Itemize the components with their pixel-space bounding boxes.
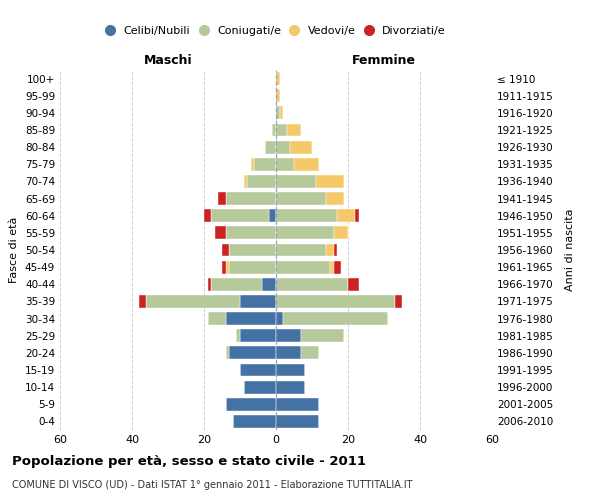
- Bar: [294, 158, 319, 170]
- Text: Maschi: Maschi: [143, 54, 193, 66]
- Bar: [229, 244, 276, 256]
- Bar: [276, 124, 287, 136]
- Bar: [240, 295, 276, 308]
- Bar: [236, 330, 240, 342]
- Bar: [276, 140, 290, 153]
- Bar: [254, 158, 276, 170]
- Bar: [276, 210, 337, 222]
- Legend: Celibi/Nubili, Coniugati/e, Vedovi/e, Divorziati/e: Celibi/Nubili, Coniugati/e, Vedovi/e, Di…: [104, 24, 448, 38]
- Bar: [276, 72, 280, 85]
- Bar: [283, 312, 388, 325]
- Y-axis label: Fasce di età: Fasce di età: [10, 217, 19, 283]
- Bar: [287, 124, 301, 136]
- Bar: [276, 380, 305, 394]
- Bar: [330, 260, 334, 274]
- Bar: [316, 175, 344, 188]
- Bar: [244, 175, 247, 188]
- Bar: [276, 90, 280, 102]
- Bar: [280, 106, 283, 120]
- Bar: [276, 330, 301, 342]
- Bar: [276, 226, 334, 239]
- Bar: [247, 175, 276, 188]
- Bar: [276, 278, 348, 290]
- Bar: [348, 278, 359, 290]
- Bar: [251, 158, 254, 170]
- Bar: [139, 295, 146, 308]
- Bar: [276, 398, 319, 410]
- Bar: [269, 210, 276, 222]
- Text: Popolazione per età, sesso e stato civile - 2011: Popolazione per età, sesso e stato civil…: [12, 455, 366, 468]
- Bar: [276, 106, 280, 120]
- Bar: [240, 364, 276, 376]
- Bar: [334, 244, 337, 256]
- Bar: [244, 380, 276, 394]
- Bar: [226, 346, 229, 360]
- Bar: [355, 210, 359, 222]
- Bar: [233, 415, 276, 428]
- Bar: [226, 260, 229, 274]
- Bar: [326, 244, 334, 256]
- Bar: [326, 192, 344, 205]
- Bar: [218, 192, 226, 205]
- Bar: [265, 140, 276, 153]
- Bar: [276, 158, 294, 170]
- Bar: [262, 278, 276, 290]
- Bar: [215, 226, 226, 239]
- Bar: [334, 260, 341, 274]
- Bar: [226, 192, 276, 205]
- Bar: [226, 398, 276, 410]
- Bar: [276, 244, 326, 256]
- Bar: [146, 295, 240, 308]
- Bar: [276, 415, 319, 428]
- Bar: [229, 346, 276, 360]
- Bar: [229, 260, 276, 274]
- Bar: [334, 226, 348, 239]
- Bar: [301, 346, 319, 360]
- Bar: [276, 364, 305, 376]
- Bar: [240, 330, 276, 342]
- Bar: [208, 312, 226, 325]
- Text: Femmine: Femmine: [352, 54, 416, 66]
- Bar: [276, 192, 326, 205]
- Text: COMUNE DI VISCO (UD) - Dati ISTAT 1° gennaio 2011 - Elaborazione TUTTITALIA.IT: COMUNE DI VISCO (UD) - Dati ISTAT 1° gen…: [12, 480, 413, 490]
- Bar: [211, 210, 269, 222]
- Bar: [222, 260, 226, 274]
- Bar: [272, 124, 276, 136]
- Bar: [276, 312, 283, 325]
- Bar: [276, 295, 395, 308]
- Bar: [204, 210, 211, 222]
- Bar: [276, 346, 301, 360]
- Bar: [276, 260, 330, 274]
- Bar: [395, 295, 402, 308]
- Bar: [337, 210, 355, 222]
- Bar: [222, 244, 229, 256]
- Bar: [211, 278, 262, 290]
- Bar: [301, 330, 344, 342]
- Bar: [276, 175, 316, 188]
- Bar: [290, 140, 312, 153]
- Bar: [226, 312, 276, 325]
- Bar: [226, 226, 276, 239]
- Bar: [208, 278, 211, 290]
- Y-axis label: Anni di nascita: Anni di nascita: [565, 209, 575, 291]
